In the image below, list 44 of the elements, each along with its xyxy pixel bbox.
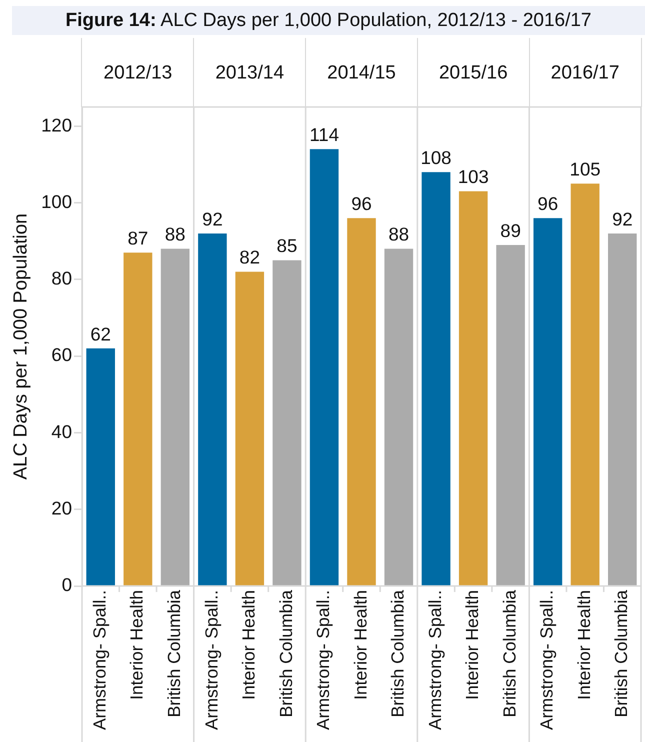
- data-label: 87: [128, 227, 148, 248]
- text: Armstrong- Spall..: [201, 590, 222, 730]
- text: British Columbia: [499, 590, 520, 718]
- y-tick-label: 20: [51, 497, 72, 518]
- text: Armstrong- Spall..: [424, 590, 445, 730]
- text: Armstrong- Spall..: [89, 590, 110, 730]
- y-tick-label: 0: [62, 574, 72, 596]
- data-label: 96: [351, 192, 372, 214]
- y-tick-label: 100: [41, 190, 72, 212]
- text: Armstrong- Spall..: [313, 590, 334, 730]
- data-label: 89: [500, 220, 521, 241]
- data-label: 114: [309, 124, 339, 145]
- data-label: 82: [239, 246, 260, 268]
- text: Interior Health: [350, 590, 370, 700]
- chart-title: Figure 14: ALC Days per 1,000 Population, 2012/13 - 2016/17: [12, 6, 645, 35]
- data-label: 88: [388, 224, 410, 245]
- data-label: 103: [458, 166, 489, 188]
- data-label: 92: [612, 208, 633, 230]
- text: Interior Health: [238, 590, 259, 700]
- y-tick-label: 60: [51, 344, 72, 366]
- data-label: 62: [90, 323, 111, 344]
- y-tick-label: 40: [51, 420, 72, 442]
- y-tick-label: 120: [41, 114, 72, 136]
- data-label: 105: [570, 158, 601, 180]
- y-axis-title: ALC Days per 1,000 Population: [10, 213, 32, 480]
- text: Interior Health: [574, 590, 594, 700]
- text: British Columbia: [276, 590, 296, 718]
- data-label: 92: [202, 208, 223, 230]
- x-tick-label: 2016/17: [550, 62, 620, 84]
- x-tick-label: 2014/15: [327, 62, 396, 84]
- x-tick-label: 2015/16: [438, 62, 508, 84]
- text: British Columbia: [164, 590, 184, 718]
- data-label: 88: [164, 224, 186, 245]
- text: Armstrong- Spall..: [536, 590, 557, 730]
- text: Interior Health: [126, 590, 147, 700]
- x-tick-label: 2013/14: [215, 62, 284, 84]
- x-tick-label: 2012/13: [104, 62, 172, 84]
- y-tick-label: 80: [51, 268, 72, 289]
- text: Interior Health: [462, 590, 482, 700]
- text: British Columbia: [611, 590, 632, 718]
- data-label: 96: [538, 192, 558, 214]
- data-label: 85: [276, 235, 298, 256]
- data-label: 108: [420, 146, 452, 168]
- text: British Columbia: [388, 590, 408, 718]
